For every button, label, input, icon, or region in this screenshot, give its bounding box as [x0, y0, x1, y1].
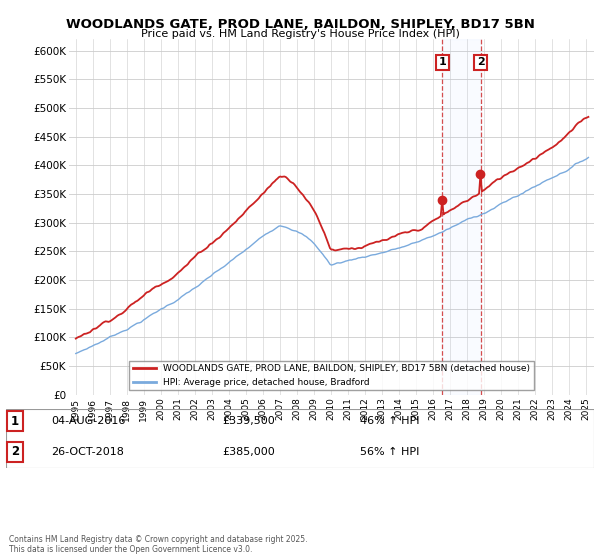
Text: 2: 2	[476, 57, 484, 67]
Text: £385,000: £385,000	[222, 447, 275, 457]
Text: 1: 1	[439, 57, 446, 67]
Text: Price paid vs. HM Land Registry's House Price Index (HPI): Price paid vs. HM Land Registry's House …	[140, 29, 460, 39]
Legend: WOODLANDS GATE, PROD LANE, BAILDON, SHIPLEY, BD17 5BN (detached house), HPI: Ave: WOODLANDS GATE, PROD LANE, BAILDON, SHIP…	[130, 361, 533, 390]
Text: 2: 2	[11, 445, 19, 459]
Text: 1: 1	[11, 414, 19, 428]
Text: 56% ↑ HPI: 56% ↑ HPI	[360, 447, 419, 457]
Text: 04-AUG-2016: 04-AUG-2016	[51, 416, 125, 426]
Text: WOODLANDS GATE, PROD LANE, BAILDON, SHIPLEY, BD17 5BN: WOODLANDS GATE, PROD LANE, BAILDON, SHIP…	[65, 18, 535, 31]
Text: Contains HM Land Registry data © Crown copyright and database right 2025.
This d: Contains HM Land Registry data © Crown c…	[9, 535, 308, 554]
Text: 46% ↑ HPI: 46% ↑ HPI	[360, 416, 419, 426]
Bar	[442, 39, 481, 395]
Text: 26-OCT-2018: 26-OCT-2018	[51, 447, 124, 457]
Text: £339,500: £339,500	[222, 416, 275, 426]
